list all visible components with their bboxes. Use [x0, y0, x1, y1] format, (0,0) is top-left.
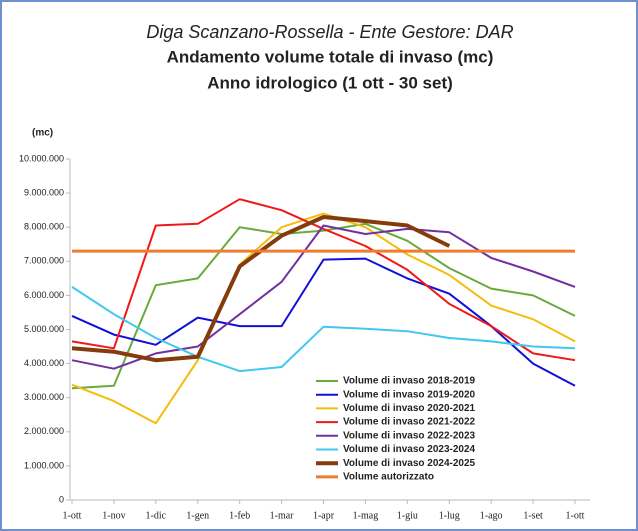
- x-tick-label: 1-mar: [270, 510, 295, 521]
- y-tick-label: 0: [59, 494, 64, 504]
- legend-label: Volume di invaso 2022-2023: [343, 430, 476, 441]
- x-tick-label: 1-dic: [146, 510, 167, 521]
- chart-subtitle: Anno idrologico (1 ott - 30 set): [207, 73, 453, 92]
- y-tick-label: 1.000.000: [24, 460, 64, 470]
- x-tick-label: 1-ott: [566, 510, 585, 521]
- y-tick-label: 9.000.000: [24, 187, 64, 197]
- series-line: [71, 224, 576, 370]
- x-tick-label: 1-giu: [397, 510, 418, 521]
- legend-label: Volume di invaso 2018-2019: [343, 376, 476, 387]
- y-tick-label: 5.000.000: [24, 324, 64, 334]
- chart-subtitle: Andamento volume totale di invaso (mc): [167, 47, 494, 66]
- legend-label: Volume di invaso 2020-2021: [343, 403, 476, 414]
- y-axis-label: (mc): [32, 128, 53, 139]
- legend-label: Volume di invaso 2021-2022: [343, 417, 476, 428]
- x-tick-label: 1-ago: [480, 510, 503, 521]
- legend-label: Volume di invaso 2023-2024: [343, 444, 476, 455]
- y-tick-label: 6.000.000: [24, 290, 64, 300]
- x-tick-label: 1-feb: [229, 510, 250, 521]
- x-tick-label: 1-ott: [63, 510, 82, 521]
- x-tick-label: 1-lug: [439, 510, 460, 521]
- x-tick-label: 1-gen: [186, 510, 209, 521]
- y-tick-label: 4.000.000: [24, 358, 64, 368]
- legend-box: [312, 373, 492, 486]
- series-line: [71, 198, 576, 362]
- x-tick-label: 1-apr: [313, 510, 335, 521]
- series-line: [71, 222, 576, 390]
- x-tick-label: 1-mag: [353, 510, 379, 521]
- series-line: [71, 286, 576, 373]
- y-tick-label: 10.000.000: [19, 153, 64, 163]
- legend-label: Volume di invaso 2024-2025: [343, 458, 476, 469]
- y-tick-label: 8.000.000: [24, 222, 64, 232]
- y-tick-label: 2.000.000: [24, 426, 64, 436]
- y-tick-label: 7.000.000: [24, 256, 64, 266]
- legend-label: Volume di invaso 2019-2020: [343, 389, 476, 400]
- y-tick-label: 3.000.000: [24, 392, 64, 402]
- x-tick-label: 1-nov: [102, 510, 125, 521]
- series-line: [71, 212, 576, 425]
- x-tick-label: 1-set: [523, 510, 543, 521]
- legend-label: Volume autorizzato: [343, 472, 434, 483]
- chart-title: Diga Scanzano-Rossella - Ente Gestore: D…: [146, 22, 513, 42]
